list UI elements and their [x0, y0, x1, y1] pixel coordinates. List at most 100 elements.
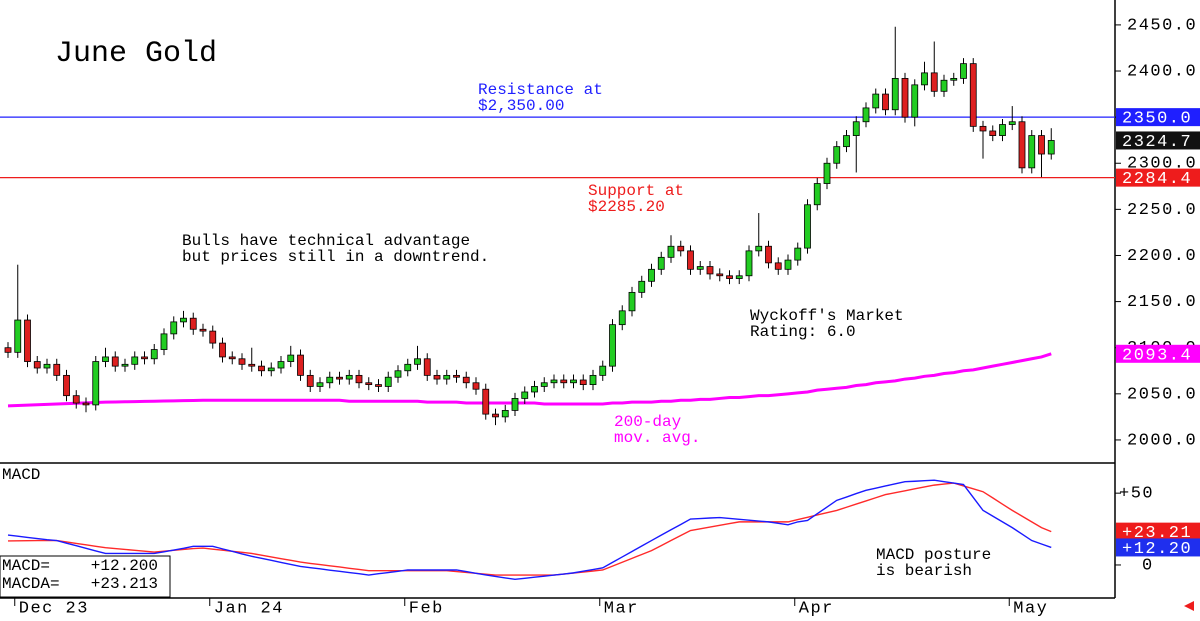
candle-body	[365, 382, 373, 386]
x-tick-label: Jan 24	[214, 599, 284, 618]
candle-body	[170, 321, 178, 335]
x-tick-label: May	[1013, 599, 1048, 618]
price-marker-label: 2324.7	[1122, 133, 1192, 152]
candle-body	[823, 162, 831, 184]
candle-body	[501, 410, 509, 418]
candle-body	[716, 273, 724, 277]
candle-body	[599, 365, 607, 376]
annotation: 200-day	[614, 413, 682, 431]
candle-body	[277, 361, 285, 369]
candle-body	[511, 398, 519, 411]
candle-body	[969, 63, 977, 127]
candle-body	[423, 358, 431, 376]
candle-body	[921, 72, 928, 86]
candle-body	[287, 354, 295, 362]
annotation: mov. avg.	[614, 429, 700, 447]
candle-body	[609, 324, 616, 367]
annotation: Rating: 6.0	[750, 323, 856, 341]
candle-body	[131, 356, 139, 365]
candle-body	[940, 79, 948, 92]
candle-body	[248, 363, 256, 367]
scroll-arrow[interactable]	[1184, 601, 1194, 611]
candle-body	[258, 365, 265, 372]
candle-body	[160, 333, 168, 350]
candle-body	[950, 77, 958, 81]
x-tick-label: Dec 23	[19, 599, 89, 618]
candle-body	[1018, 121, 1026, 169]
y-tick-label: 2250.0	[1127, 201, 1197, 220]
candle-body	[472, 382, 480, 390]
price-marker	[1116, 108, 1200, 127]
candle-body	[209, 330, 217, 344]
candle-body	[784, 259, 792, 270]
candle-body	[14, 319, 22, 353]
candle-body	[150, 349, 158, 360]
readout-value: +23.213	[91, 575, 158, 593]
candle-body	[4, 347, 12, 353]
candle-body	[375, 384, 382, 387]
candle-body	[228, 356, 236, 360]
candle-body	[930, 72, 938, 92]
annotation: Support at	[588, 182, 684, 200]
y-tick-label: +50	[1119, 485, 1154, 504]
candle-body	[696, 266, 704, 270]
candle-body	[1028, 135, 1036, 169]
price-marker-label: 2284.4	[1122, 170, 1192, 189]
candle-body	[238, 358, 246, 365]
candle-body	[355, 374, 363, 384]
candle-body	[872, 93, 880, 109]
price-marker	[1116, 344, 1200, 363]
candle-body	[745, 250, 753, 277]
candle-body	[794, 247, 802, 261]
candle-body	[852, 121, 860, 136]
candle-body	[180, 317, 187, 323]
candle-body	[345, 374, 353, 380]
candle-body	[862, 107, 870, 123]
y-tick-label: 2150.0	[1127, 293, 1197, 312]
chart-title: June Gold	[55, 37, 217, 71]
candle-body	[1047, 140, 1055, 155]
macd-title: MACD	[2, 466, 40, 484]
readout-value: +12.200	[91, 557, 158, 575]
candle-body	[1008, 121, 1016, 125]
candle-body	[667, 245, 675, 258]
candle-body	[1038, 135, 1045, 155]
candle-body	[979, 125, 987, 132]
y-tick-label: 2050.0	[1127, 385, 1197, 404]
annotation: Bulls have technical advantage	[182, 232, 470, 250]
candle-body	[433, 374, 441, 380]
price-marker-label: 2093.4	[1122, 346, 1192, 365]
price-marker	[1116, 538, 1200, 557]
y-tick-label: 2450.0	[1127, 16, 1197, 35]
candle-body	[82, 402, 90, 406]
candle-body	[404, 363, 412, 372]
candle-body	[677, 245, 685, 252]
x-tick-label: Mar	[604, 599, 639, 618]
candle-body	[24, 319, 31, 362]
candle-body	[63, 374, 70, 397]
candle-body	[219, 342, 226, 358]
candle-body	[306, 374, 314, 387]
candle-body	[531, 386, 538, 393]
readout-name: MACDA=	[2, 575, 60, 593]
annotation: Resistance at	[478, 81, 603, 99]
candle-body	[414, 358, 421, 365]
candle-body	[297, 354, 304, 376]
candle-body	[833, 146, 841, 164]
y-tick-label: 2000.0	[1127, 431, 1197, 450]
candle-body	[121, 363, 129, 367]
price-marker	[1116, 131, 1200, 150]
candle-body	[92, 361, 100, 406]
candle-body	[589, 374, 597, 386]
price-marker	[1116, 522, 1200, 541]
y-tick-label: 2400.0	[1127, 63, 1197, 82]
candle-body	[843, 135, 850, 148]
moving-average	[7, 352, 1052, 408]
candle-body	[579, 379, 587, 386]
candle-body	[550, 379, 558, 384]
candle-body	[911, 84, 919, 118]
annotation: Wyckoff's Market	[750, 307, 904, 325]
x-tick-label: Apr	[799, 599, 834, 618]
candle-body	[706, 266, 714, 275]
candle-body	[72, 395, 80, 404]
